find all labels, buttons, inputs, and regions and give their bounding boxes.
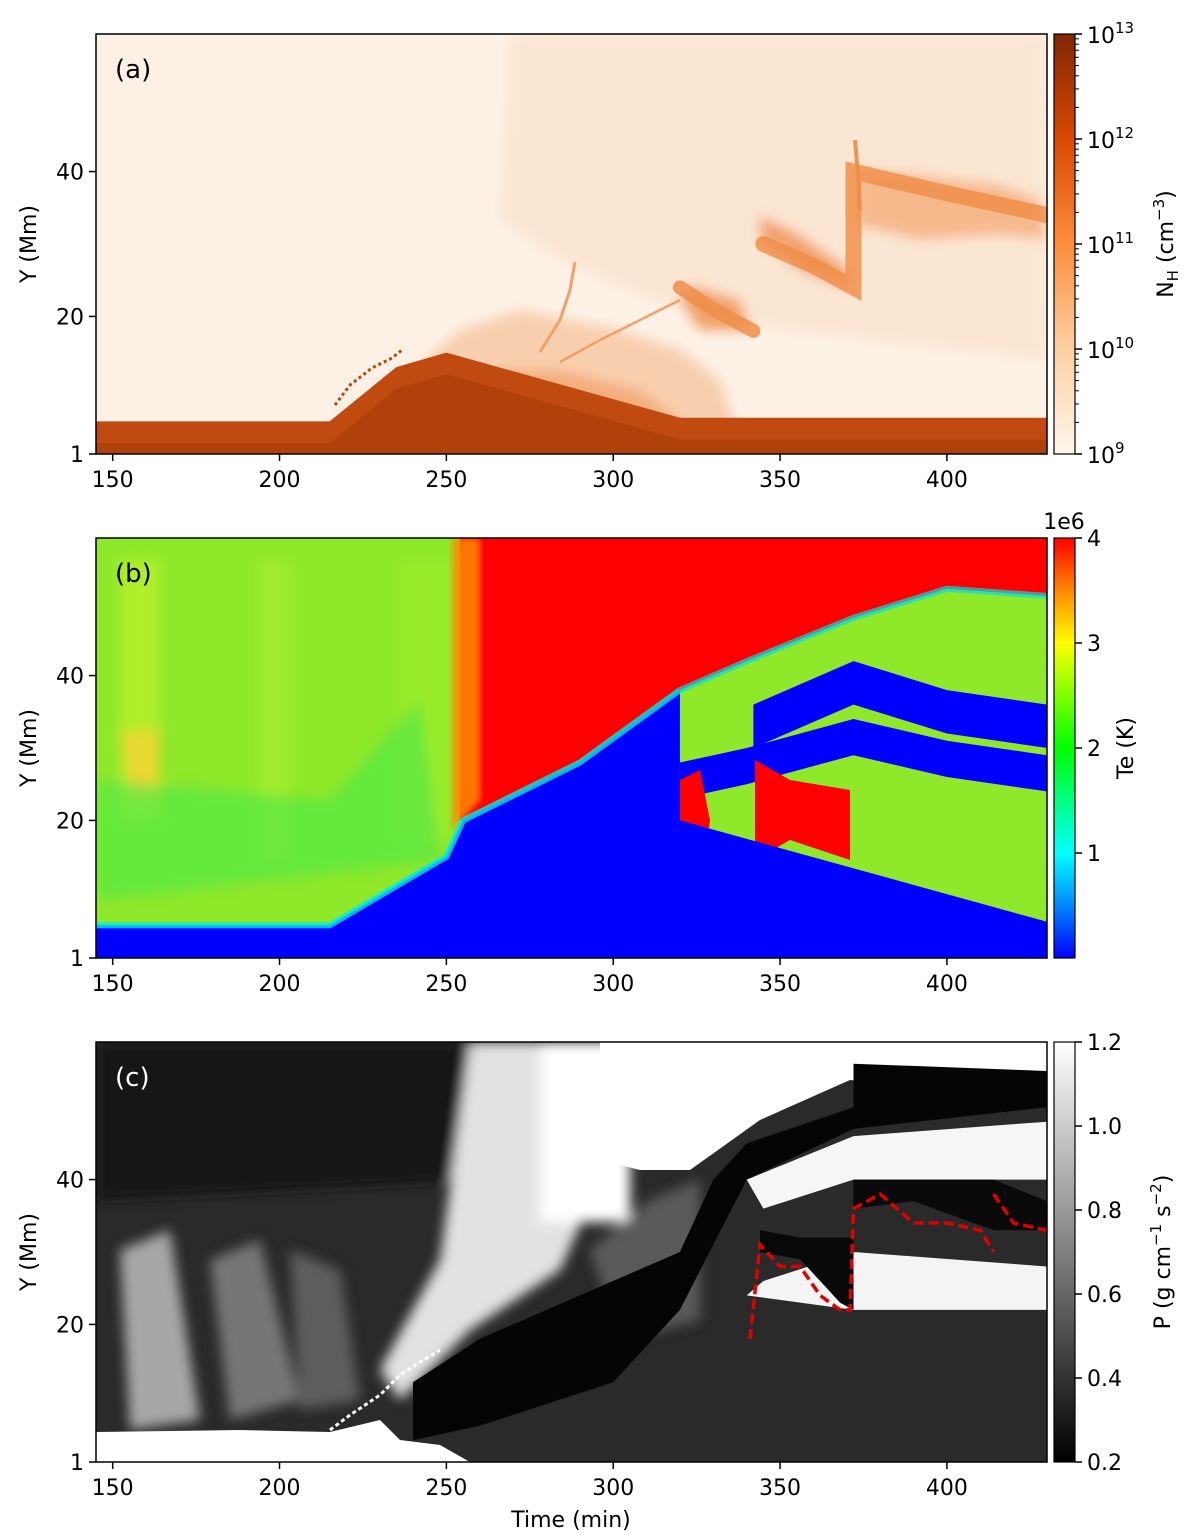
- panel-b-heatmap: [96, 538, 1047, 958]
- colorbar-tick-label: 1012: [1087, 124, 1134, 154]
- panel-b-ylabel: Y (Mm): [17, 709, 42, 788]
- colorbar-tick-label: 2: [1087, 737, 1101, 762]
- panel-b-colorbar: 1 2 3 4 1e6 Te (K): [1043, 510, 1139, 959]
- colorbar-tick-label: 1011: [1087, 229, 1134, 259]
- colorbar-tick-label: 109: [1087, 439, 1125, 469]
- panel-a-x-ticks: 150 200 250 300 350 400: [92, 454, 968, 493]
- panel-c-low-pressure: [413, 1063, 1047, 1441]
- colorbar-tick-label: 3: [1087, 632, 1101, 657]
- x-tick-label: 300: [592, 972, 634, 997]
- panel-c-ylabel: Y (Mm): [17, 1213, 42, 1292]
- x-tick-label: 400: [926, 468, 968, 493]
- colorbar-tick-label: 0.8: [1087, 1199, 1122, 1224]
- panel-a-dense-band-upper: [755, 161, 1047, 301]
- x-tick-label: 150: [92, 468, 134, 493]
- panel-a-colorbar-label: NH (cm−3): [1150, 190, 1182, 298]
- panel-a-chromosphere: [96, 352, 1047, 454]
- x-tick-label: 200: [259, 972, 301, 997]
- x-tick-label: 400: [926, 972, 968, 997]
- panel-b-chromosphere: [96, 690, 1047, 958]
- x-tick-label: 250: [425, 468, 467, 493]
- panel-b-x-ticks: 150 200 250 300 350 400: [92, 958, 968, 997]
- panel-c-frame: [95, 1041, 1048, 1463]
- panel-c-label: (c): [115, 1063, 150, 1093]
- panel-a-heatmap: [96, 34, 1047, 454]
- x-tick-label: 350: [759, 468, 801, 493]
- x-tick-label: 350: [759, 1476, 801, 1501]
- colorbar-tick-label: 0.2: [1087, 1451, 1122, 1476]
- y-tick-label: 20: [56, 1313, 84, 1338]
- panel-b-frame: [95, 537, 1048, 959]
- panel-b-label: (b): [115, 559, 152, 589]
- colorbar-tick-label: 0.4: [1087, 1367, 1122, 1392]
- x-tick-label: 150: [92, 972, 134, 997]
- colorbar-tick-label: 0.6: [1087, 1283, 1122, 1308]
- colorbar-tick-label: 1013: [1087, 19, 1134, 49]
- x-tick-label: 250: [425, 972, 467, 997]
- y-tick-label: 20: [56, 809, 84, 834]
- panel-a-frame: [95, 33, 1048, 455]
- y-tick-label: 40: [56, 161, 84, 186]
- panel-b-colorbar-label: Te (K): [1114, 717, 1139, 780]
- panel-b-hot-region: [459, 538, 1047, 821]
- panel-b-colorbar-offset: 1e6: [1043, 510, 1085, 535]
- panel-c-heatmap: [96, 1042, 1047, 1462]
- y-tick-label: 40: [56, 665, 84, 690]
- colorbar-tick-label: 1.2: [1087, 1031, 1122, 1056]
- x-tick-label: 150: [92, 1476, 134, 1501]
- panel-c-contour-lower: [748, 1191, 996, 1340]
- panel-b-y-ticks: 1 20 40: [56, 665, 96, 972]
- x-tick-label: 400: [926, 1476, 968, 1501]
- colorbar-tick-label: 4: [1087, 527, 1101, 552]
- y-tick-label: 1: [70, 1451, 84, 1476]
- colorbar-tick-label: 1.0: [1087, 1115, 1122, 1140]
- x-tick-label: 300: [592, 1476, 634, 1501]
- panel-a-dense-band-lower: [672, 280, 761, 338]
- panel-a-y-ticks: 1 20 40: [56, 161, 96, 468]
- panel-c-xlabel: Time (min): [510, 1508, 631, 1533]
- y-tick-label: 40: [56, 1169, 84, 1194]
- x-tick-label: 300: [592, 468, 634, 493]
- y-tick-label: 20: [56, 305, 84, 330]
- x-tick-label: 250: [425, 1476, 467, 1501]
- panel-c-contour-upper: [992, 1193, 1047, 1233]
- x-tick-label: 200: [259, 1476, 301, 1501]
- panel-b-cool-band: [679, 719, 1047, 799]
- colorbar-tick-label: 1: [1087, 842, 1101, 867]
- panel-a-ylabel: Y (Mm): [17, 205, 42, 284]
- panel-a-label: (a): [115, 55, 151, 85]
- panel-c: 150 200 250 300 350 400 1 20 40 (c) Y (Mm) Time…: [17, 1031, 1176, 1533]
- panel-a-colorbar: 109 1010 1011 1012 1013 NH (cm−3): [1053, 19, 1182, 469]
- y-tick-label: 1: [70, 947, 84, 972]
- colorbar-tick-label: 1010: [1087, 334, 1134, 364]
- panel-c-x-ticks: 150 200 250 300 350 400: [92, 1462, 968, 1501]
- x-tick-label: 200: [259, 468, 301, 493]
- y-tick-label: 1: [70, 443, 84, 468]
- panel-c-colorbar-label: P (g cm−1 s−2): [1147, 1175, 1176, 1330]
- panel-c-colorbar: 0.2 0.4 0.6 0.8 1.0 1.2 P (g cm−1 s−2): [1053, 1031, 1176, 1476]
- panel-c-y-ticks: 1 20 40: [56, 1169, 96, 1476]
- panel-b: 150 200 250 300 350 400 1 20 40 (b) Y (Mm) 1 2 3 4…: [17, 510, 1139, 997]
- x-tick-label: 350: [759, 972, 801, 997]
